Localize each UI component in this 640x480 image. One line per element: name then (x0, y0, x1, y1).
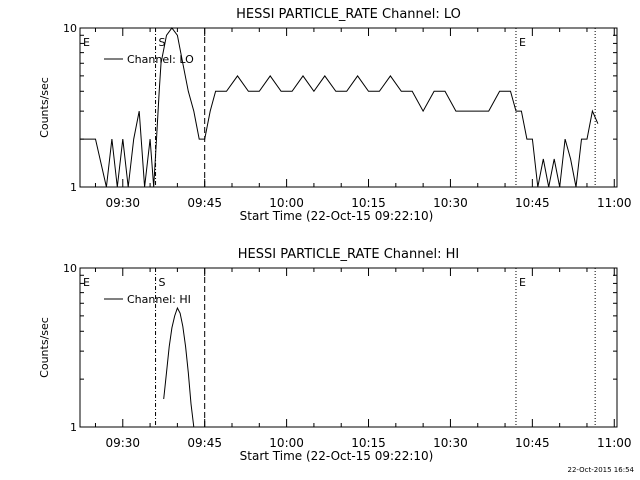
marker-label: E (83, 36, 90, 49)
x-tick-label: 10:15 (351, 436, 386, 450)
x-tick-label: 09:30 (105, 436, 140, 450)
series-line (163, 306, 195, 428)
y-tick-label: 1 (70, 421, 77, 434)
marker-label: S (159, 36, 166, 49)
x-tick-label: 10:45 (515, 196, 550, 210)
legend-label: Channel: LO (127, 53, 194, 66)
plot-frame (79, 267, 618, 428)
marker-label: E (83, 276, 90, 289)
x-tick-label: 10:30 (433, 196, 468, 210)
x-tick-label: 10:30 (433, 436, 468, 450)
x-tick-label: 10:00 (269, 436, 304, 450)
y-tick-label: 1 (70, 181, 77, 194)
footer-timestamp: 22-Oct-2015 16:54 (567, 466, 634, 474)
x-tick-label: 10:15 (351, 196, 386, 210)
x-tick-label: 09:45 (187, 196, 222, 210)
chart-title: HESSI PARTICLE_RATE Channel: LO (236, 7, 461, 22)
x-axis-label: Start Time (22-Oct-15 09:22:10) (240, 209, 434, 223)
y-tick-label: 10 (63, 262, 77, 275)
x-tick-label: 09:30 (105, 196, 140, 210)
chart-panel-1: HESSI PARTICLE_RATE Channel: LO Counts/se… (38, 7, 632, 223)
y-tick-label: 10 (63, 22, 77, 35)
chart-title: HESSI PARTICLE_RATE Channel: HI (238, 247, 459, 262)
x-tick-label: 11:00 (597, 436, 632, 450)
legend-label: Channel: HI (127, 293, 191, 306)
series-line (80, 27, 599, 188)
x-axis-label: Start Time (22-Oct-15 09:22:10) (240, 449, 434, 463)
x-tick-label: 11:00 (597, 196, 632, 210)
x-tick-label: 10:45 (515, 436, 550, 450)
y-axis-label: Counts/sec (38, 317, 51, 378)
marker-label: S (159, 276, 166, 289)
x-tick-label: 09:45 (187, 436, 222, 450)
x-tick-label: 10:00 (269, 196, 304, 210)
marker-label: E (519, 276, 526, 289)
y-axis-label: Counts/sec (38, 77, 51, 138)
marker-label: E (519, 36, 526, 49)
chart-panel-2: HESSI PARTICLE_RATE Channel: HI Counts/se… (38, 247, 632, 463)
plot-frame (79, 27, 618, 188)
